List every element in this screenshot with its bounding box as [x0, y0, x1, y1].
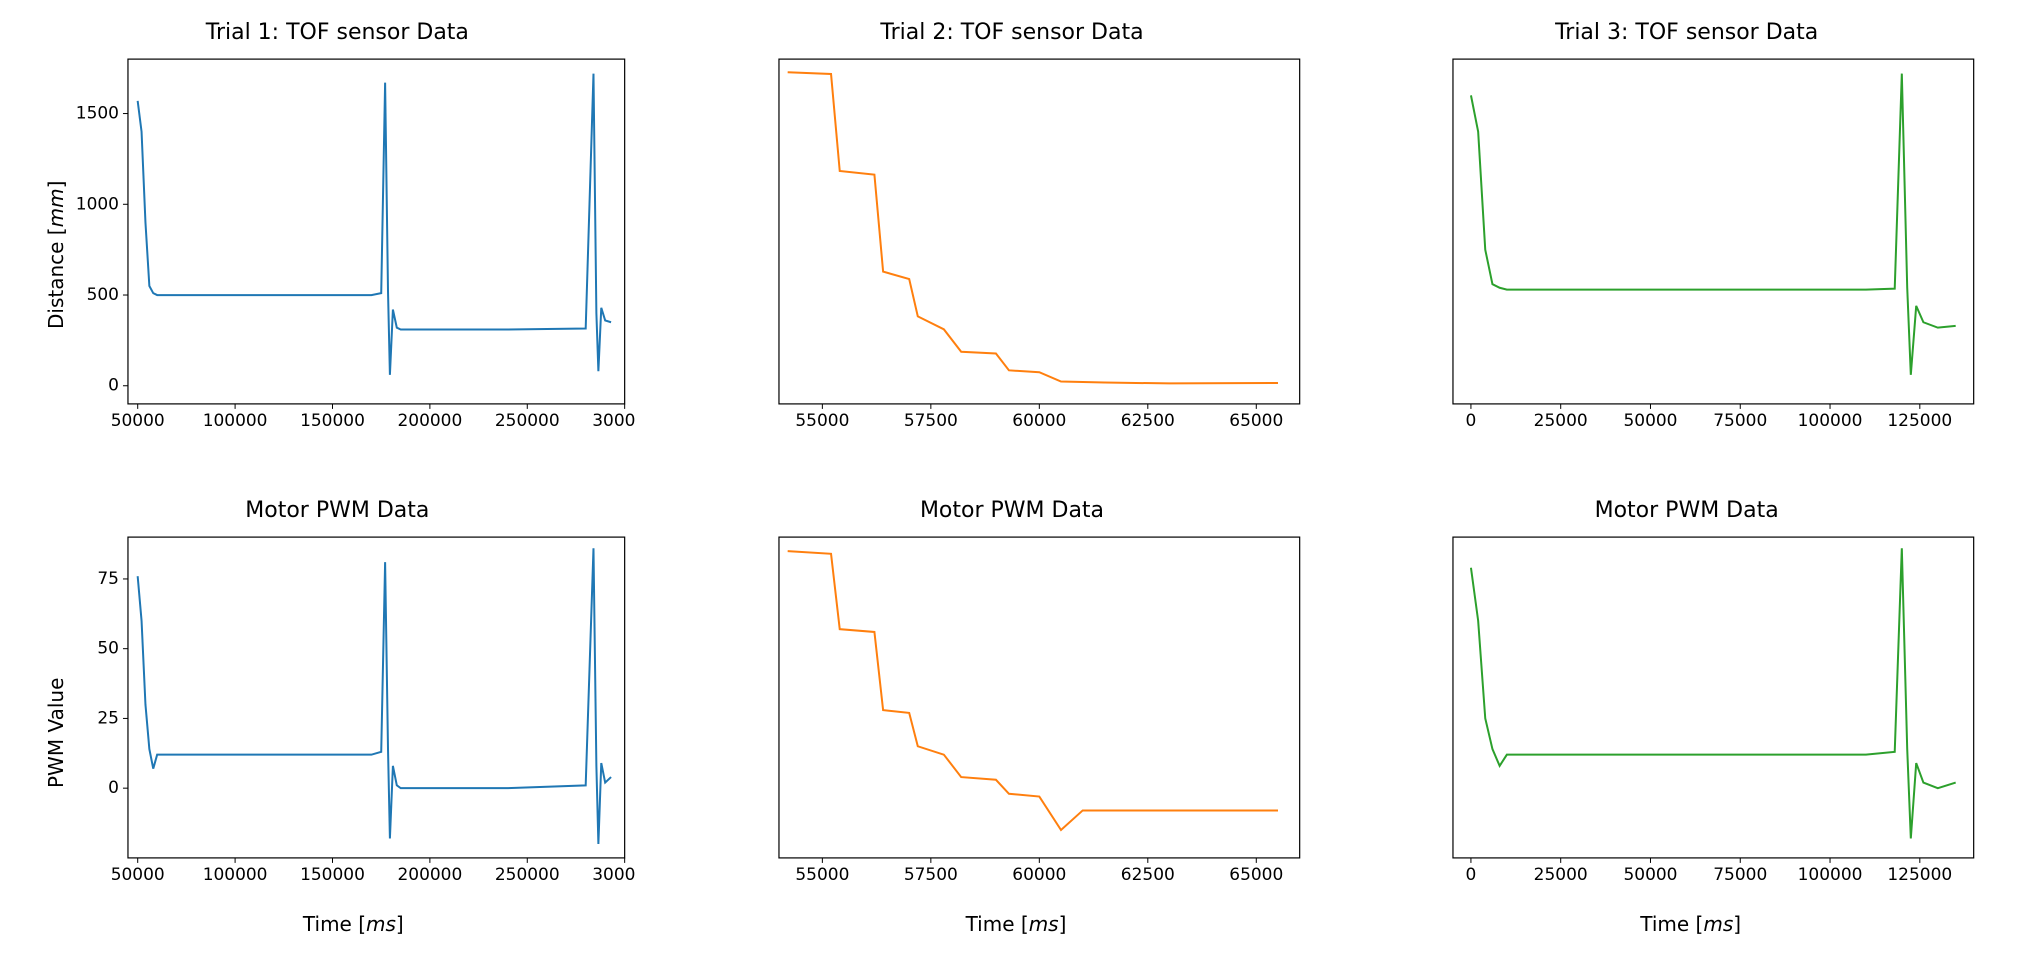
- svg-text:65000: 65000: [1229, 865, 1283, 884]
- chart-title: Motor PWM Data: [1389, 498, 1984, 523]
- svg-text:250000: 250000: [495, 865, 560, 884]
- svg-text:200000: 200000: [397, 411, 462, 430]
- plot-area: 55000 57500 60000 62500 65000: [723, 51, 1310, 430]
- y-axis-label: [1389, 529, 1397, 936]
- x-axis-label: Time [ms]: [1397, 912, 1984, 936]
- plot-area: 0 25 50 75 50000 100000 150000 200000 250000 3000…: [72, 529, 635, 884]
- svg-text:60000: 60000: [1012, 411, 1066, 430]
- svg-text:150000: 150000: [300, 865, 365, 884]
- svg-text:250000: 250000: [495, 411, 560, 430]
- x-axis-label: Time [ms]: [723, 912, 1310, 936]
- panel-trial1-tof: Trial 1: TOF sensor Data Distance [mm] 0…: [40, 20, 635, 458]
- panel-trial2-tof: Trial 2: TOF sensor Data 55000 57500 60000…: [715, 20, 1310, 458]
- svg-text:100000: 100000: [203, 865, 268, 884]
- svg-text:62500: 62500: [1120, 411, 1174, 430]
- svg-text:60000: 60000: [1012, 865, 1066, 884]
- svg-text:1500: 1500: [76, 104, 119, 124]
- panel-trial3-tof: Trial 3: TOF sensor Data 0 25000 50000 7500…: [1389, 20, 1984, 458]
- svg-text:500: 500: [87, 285, 119, 305]
- y-axis-label: [715, 529, 723, 936]
- y-axis-label: Distance [mm]: [40, 51, 72, 458]
- svg-text:125000: 125000: [1888, 865, 1953, 884]
- plot-area: 55000 57500 60000 62500 65000: [723, 529, 1310, 884]
- svg-text:57500: 57500: [903, 411, 957, 430]
- svg-text:75: 75: [97, 569, 119, 589]
- svg-text:55000: 55000: [795, 411, 849, 430]
- svg-text:50: 50: [97, 639, 119, 659]
- svg-text:50000: 50000: [1624, 865, 1678, 884]
- plot-area: 0 25000 50000 75000 100000 125000: [1397, 51, 1984, 430]
- svg-text:0: 0: [1466, 411, 1477, 430]
- chart-title: Motor PWM Data: [715, 498, 1310, 523]
- svg-text:25000: 25000: [1534, 411, 1588, 430]
- svg-text:1000: 1000: [76, 194, 119, 214]
- svg-text:0: 0: [1466, 865, 1477, 884]
- x-axis-label: Time [ms]: [72, 912, 635, 936]
- svg-text:100000: 100000: [1798, 411, 1863, 430]
- svg-text:75000: 75000: [1714, 865, 1768, 884]
- panel-trial2-pwm: Motor PWM Data 55000 57500 60000 62500 65000…: [715, 498, 1310, 936]
- svg-text:25: 25: [97, 708, 119, 728]
- svg-text:75000: 75000: [1714, 411, 1768, 430]
- chart-grid: Trial 1: TOF sensor Data Distance [mm] 0…: [40, 20, 1984, 936]
- svg-text:50000: 50000: [111, 411, 165, 430]
- svg-text:100000: 100000: [203, 411, 268, 430]
- chart-title: Motor PWM Data: [40, 498, 635, 523]
- chart-title: Trial 2: TOF sensor Data: [715, 20, 1310, 45]
- svg-text:150000: 150000: [300, 411, 365, 430]
- svg-text:50000: 50000: [1624, 411, 1678, 430]
- svg-text:0: 0: [108, 376, 119, 396]
- svg-text:125000: 125000: [1888, 411, 1953, 430]
- y-axis-label: [715, 51, 723, 458]
- panel-trial1-pwm: Motor PWM Data PWM Value 0 25 50 75 50000 100…: [40, 498, 635, 936]
- plot-area: 0 500 1000 1500 50000 100000 150000 200000 25000…: [72, 51, 635, 430]
- svg-text:300000: 300000: [592, 865, 634, 884]
- chart-title: Trial 1: TOF sensor Data: [40, 20, 635, 45]
- svg-text:25000: 25000: [1534, 865, 1588, 884]
- svg-text:100000: 100000: [1798, 865, 1863, 884]
- chart-title: Trial 3: TOF sensor Data: [1389, 20, 1984, 45]
- plot-area: 0 25000 50000 75000 100000 125000: [1397, 529, 1984, 884]
- y-axis-label: [1389, 51, 1397, 458]
- panel-trial3-pwm: Motor PWM Data 0 25000 50000 75000 100000 125…: [1389, 498, 1984, 936]
- svg-text:65000: 65000: [1229, 411, 1283, 430]
- y-axis-label: PWM Value: [40, 529, 72, 936]
- svg-text:62500: 62500: [1120, 865, 1174, 884]
- svg-text:50000: 50000: [111, 865, 165, 884]
- svg-text:0: 0: [108, 778, 119, 798]
- svg-text:55000: 55000: [795, 865, 849, 884]
- svg-text:57500: 57500: [903, 865, 957, 884]
- svg-text:300000: 300000: [592, 411, 634, 430]
- svg-text:200000: 200000: [397, 865, 462, 884]
